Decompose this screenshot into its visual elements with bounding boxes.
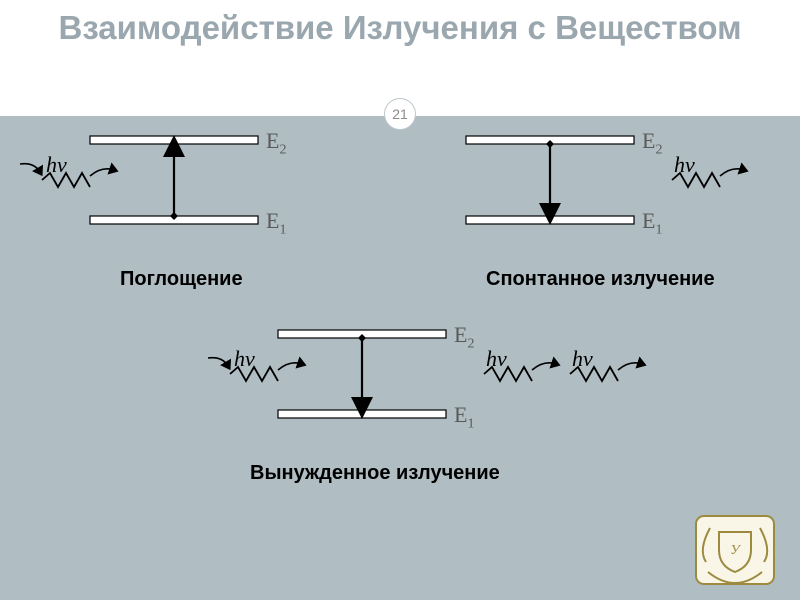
energy-level-e1: E1 [266,208,286,238]
energy-level-e1: E1 [454,402,474,432]
photon-label: hν [674,152,695,178]
photon-label: hν [486,346,507,372]
caption-absorption: Поглощение [120,268,243,291]
university-logo-icon: У [696,516,774,584]
energy-level-e1: E1 [642,208,662,238]
photon-label: hν [234,346,255,372]
svg-text:У: У [730,543,741,558]
photon-label: hν [46,152,67,178]
energy-level-e2: E2 [266,128,286,158]
caption-spontaneous: Спонтанное излучение [486,268,715,291]
energy-level-e2: E2 [642,128,662,158]
photon-label: hν [572,346,593,372]
caption-stimulated: Вынужденное излучение [250,462,500,485]
energy-level-e2: E2 [454,322,474,352]
diagram-canvas: У [0,0,800,600]
